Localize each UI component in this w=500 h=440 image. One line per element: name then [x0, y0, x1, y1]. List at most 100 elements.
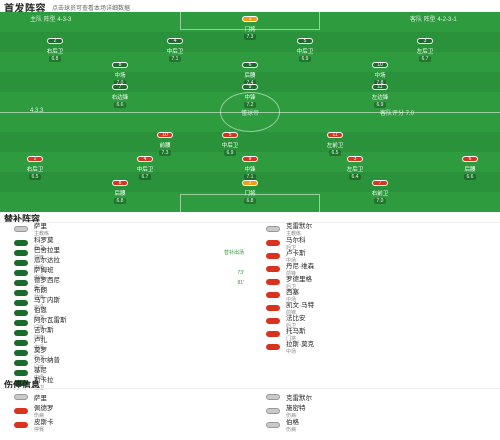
away-coach-name: 克雷默尔: [286, 223, 312, 230]
player-jersey-icon: [266, 239, 280, 246]
player-name: 左后卫: [346, 167, 364, 173]
player-jersey-icon: 2: [27, 156, 43, 162]
player-number: 7: [118, 84, 122, 90]
away-sub-row[interactable]: 西塞 中场: [266, 288, 496, 303]
sub-player-meta: 后卫: [286, 284, 297, 290]
player-rating: 7.3: [243, 34, 257, 40]
home-player[interactable]: 9 中锋 7.2: [225, 84, 275, 108]
away-player[interactable]: 5 中后卫 6.9: [205, 132, 255, 156]
away-player[interactable]: 3 左后卫 6.4: [330, 156, 380, 180]
sub-player-meta: 门将: [286, 336, 297, 342]
player-jersey-icon: [266, 343, 280, 350]
home-sub-row[interactable]: 瓜尔达拉 中场: [14, 256, 244, 271]
away-coach-row[interactable]: 克雷默尔 主教练: [266, 222, 496, 237]
player-jersey-icon: [14, 369, 28, 376]
injury-away-row[interactable]: 伯格 伤病: [266, 418, 496, 433]
home-sub-row[interactable]: 巴舍拉里 前锋 替补出场: [14, 246, 244, 261]
sub-player-name: 卢扎: [34, 337, 47, 344]
away-sub-row[interactable]: 马尔科 后卫: [266, 236, 496, 251]
injury-home-row[interactable]: 佩德罗 伤病: [14, 404, 244, 419]
away-player[interactable]: 8 后腰 6.8: [95, 180, 145, 204]
away-sub-row[interactable]: 凯文·马特 前锋: [266, 301, 496, 316]
injury-away-row[interactable]: 施密特 伤病: [266, 404, 496, 419]
player-name: 左边锋: [371, 95, 389, 101]
away-sub-row[interactable]: 丹尼·维森 前锋: [266, 262, 496, 277]
sub-player-name: 科罗莫: [34, 237, 54, 244]
player-name: 前腰: [159, 143, 171, 149]
sub-player-name: 斯卡拉: [34, 377, 54, 384]
home-player[interactable]: 8 中场 7.0: [95, 62, 145, 86]
home-sub-row[interactable]: 萨姆班 中场 73': [14, 266, 244, 281]
sub-player-name: 布朗: [34, 287, 47, 294]
sub-player-meta: 中场: [34, 375, 45, 381]
home-player[interactable]: 7 右边锋 6.6: [95, 84, 145, 108]
home-player[interactable]: 4 中后卫 7.1: [150, 38, 200, 62]
injury-icon: [14, 421, 28, 428]
home-player[interactable]: 10 中场 7.8: [355, 62, 405, 86]
away-player[interactable]: 9 中锋 7.1: [225, 156, 275, 180]
player-name: 后腰: [464, 167, 476, 173]
player-number: 4: [143, 156, 147, 162]
player-jersey-icon: 3: [347, 156, 363, 162]
player-jersey-icon: [266, 330, 280, 337]
sub-player-name: 贝尔纳普: [34, 357, 60, 364]
home-player[interactable]: 11 左边锋 6.9: [355, 84, 405, 108]
home-sub-row[interactable]: 布朗 前锋: [14, 286, 244, 301]
home-sub-row[interactable]: 吉尔斯 前锋: [14, 326, 244, 341]
home-sub-row[interactable]: 贝尔纳普 门将: [14, 356, 244, 371]
away-player[interactable]: 2 右后卫 6.5: [10, 156, 60, 180]
home-sub-row[interactable]: 阿尔瓦雷斯 门将: [14, 316, 244, 331]
player-jersey-icon: [266, 252, 280, 259]
coach-icon: [14, 393, 28, 400]
player-number: 4: [173, 38, 177, 44]
away-sub-row[interactable]: 罗德里格 后卫: [266, 275, 496, 290]
away-formation-label: 客队 阵型 4-2-3-1: [410, 17, 457, 23]
sub-player-meta: 前锋: [286, 310, 297, 316]
away-player[interactable]: 6 后腰 6.6: [445, 156, 495, 180]
away-player[interactable]: 10 前腰 7.3: [140, 132, 190, 156]
player-jersey-icon: 5: [222, 132, 238, 138]
away-player[interactable]: 11 左前卫 6.5: [310, 132, 360, 156]
away-player[interactable]: 1 门将 6.8: [225, 180, 275, 204]
sub-player-name: 拉斯·莫克: [286, 341, 315, 348]
player-jersey-icon: 10: [372, 62, 388, 68]
player-jersey-icon: 3: [417, 38, 433, 44]
player-name: 中后卫: [221, 143, 239, 149]
away-sub-row[interactable]: 拉斯·莫克 中场: [266, 340, 496, 355]
player-name: 中场: [374, 73, 386, 79]
home-sub-row[interactable]: 德罗西尼 后卫 81': [14, 276, 244, 291]
home-player[interactable]: 6 后腰 7.4: [225, 62, 275, 86]
player-name: 右后卫: [26, 167, 44, 173]
home-sub-row[interactable]: 基尼 中场: [14, 366, 244, 381]
home-sub-row[interactable]: 马丁内斯 中场: [14, 296, 244, 311]
home-player[interactable]: 2 右后卫 6.8: [30, 38, 80, 62]
player-number: 8: [118, 180, 122, 186]
player-rating: 6.5: [28, 174, 42, 180]
away-sub-row[interactable]: 托马斯 门将: [266, 327, 496, 342]
home-player[interactable]: 5 中后卫 6.9: [280, 38, 330, 62]
away-sub-row[interactable]: 法比安 后卫: [266, 314, 496, 329]
injury-home-row[interactable]: 皮斯卡 停赛: [14, 418, 244, 433]
home-player[interactable]: 3 左后卫 6.7: [400, 38, 450, 62]
home-sub-row[interactable]: 莫罗 后卫: [14, 346, 244, 361]
away-player[interactable]: 7 右前卫 7.0: [355, 180, 405, 204]
home-coach-row[interactable]: 萨里 主教练: [14, 222, 244, 237]
home-player[interactable]: 1 门将 7.3: [225, 16, 275, 40]
player-name: 门将: [244, 191, 256, 197]
home-sub-row[interactable]: 伯恩 后卫: [14, 306, 244, 321]
away-sub-row[interactable]: 卢卡斯 中场: [266, 249, 496, 264]
sub-player-name: 基尼: [34, 367, 47, 374]
player-name: 右后卫: [46, 49, 64, 55]
football-pitch: 懂球帝 主队 阵型 4-3-3 客队 阵型 4-2-3-1 4.3.3 客队评分…: [0, 12, 500, 212]
away-player[interactable]: 4 中后卫 6.7: [120, 156, 170, 180]
player-number: 9: [248, 84, 252, 90]
sub-player-meta: 中场: [286, 297, 297, 303]
player-jersey-icon: 1: [242, 180, 258, 186]
home-sub-row[interactable]: 科罗莫 后卫: [14, 236, 244, 251]
lineup-title: 首发阵容: [4, 3, 46, 15]
player-rating: 6.9: [298, 56, 312, 62]
center-watermark: 懂球帝: [240, 111, 259, 117]
player-number: 3: [353, 156, 357, 162]
home-sub-row[interactable]: 卢扎 中场: [14, 336, 244, 351]
player-name: 中后卫: [296, 49, 314, 55]
